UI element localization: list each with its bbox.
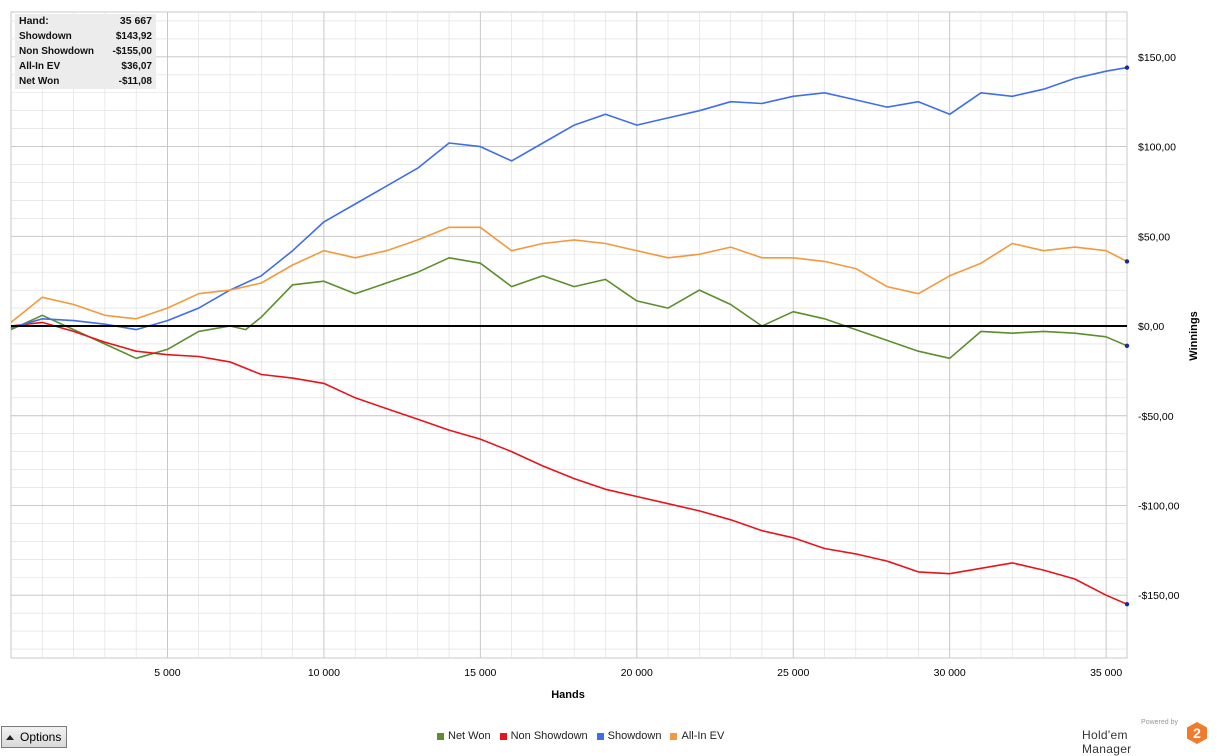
series-line-showdown bbox=[10, 66, 1128, 331]
summary-row-showdown: Showdown $143,92 bbox=[15, 29, 156, 44]
x-tick-label: 30 000 bbox=[934, 667, 966, 679]
bottom-bar: Options Net Won Non Showdown Showdown Al… bbox=[0, 719, 1219, 756]
x-tick-label: 25 000 bbox=[777, 667, 809, 679]
summary-label: Non Showdown bbox=[19, 46, 94, 57]
series-line-non-showdown bbox=[10, 321, 1128, 605]
options-label: Options bbox=[20, 730, 62, 744]
legend-label: All-In EV bbox=[681, 730, 725, 742]
logo-number: 2 bbox=[1193, 725, 1201, 741]
summary-value: $36,07 bbox=[121, 61, 152, 72]
summary-value: 35 667 bbox=[119, 15, 152, 27]
legend: Net Won Non Showdown Showdown All-In EV bbox=[437, 730, 733, 742]
triangle-up-icon bbox=[6, 734, 14, 740]
x-tick-label: 5 000 bbox=[154, 667, 180, 679]
options-button[interactable]: Options bbox=[1, 726, 67, 748]
summary-label: Hand: bbox=[19, 15, 49, 27]
grid bbox=[11, 12, 1127, 658]
y-tick-label: -$150,00 bbox=[1138, 590, 1180, 602]
x-tick-label: 20 000 bbox=[621, 667, 653, 679]
summary-row-net-won: Net Won -$11,08 bbox=[15, 74, 156, 89]
holdem-manager-logo-icon: 2 bbox=[1187, 722, 1207, 744]
legend-item-non-showdown[interactable]: Non Showdown bbox=[499, 730, 588, 742]
summary-value: $143,92 bbox=[115, 31, 152, 42]
series-end-point bbox=[1124, 259, 1130, 264]
summary-label: Showdown bbox=[19, 31, 72, 42]
x-tick-label: 35 000 bbox=[1090, 667, 1122, 679]
x-tick-label: 15 000 bbox=[464, 667, 496, 679]
series-line-all-in-ev bbox=[10, 226, 1128, 324]
series-end-point bbox=[1124, 343, 1130, 348]
summary-label: Net Won bbox=[19, 76, 60, 87]
y-axis-label: Winnings bbox=[1188, 311, 1200, 360]
summary-row-hand: Hand: 35 667 bbox=[15, 14, 156, 29]
legend-swatch bbox=[670, 732, 678, 740]
powered-by-text: Powered by bbox=[1141, 719, 1178, 726]
summary-row-non-showdown: Non Showdown -$155,00 bbox=[15, 44, 156, 59]
y-tick-label: $100,00 bbox=[1138, 142, 1176, 154]
legend-label: Showdown bbox=[607, 730, 662, 742]
series-end-point bbox=[1124, 65, 1130, 70]
legend-item-all-in-ev[interactable]: All-In EV bbox=[670, 730, 724, 742]
legend-swatch bbox=[596, 732, 604, 740]
y-axis-ticks: $150,00 $100,00 $50,00 $0,00 -$50,00 -$100,00… bbox=[1138, 52, 1180, 602]
y-tick-label: -$100,00 bbox=[1138, 500, 1180, 512]
winnings-chart: $150,00 $100,00 $50,00 $0,00 -$50,00 -$100,00… bbox=[10, 11, 1200, 701]
brand-name: Hold'em Manager bbox=[1082, 728, 1132, 756]
legend-swatch bbox=[499, 732, 507, 740]
legend-item-net-won[interactable]: Net Won bbox=[437, 730, 491, 742]
series-line-net-won bbox=[10, 256, 1128, 360]
brand: Powered by Hold'em Manager 2 bbox=[1082, 719, 1212, 756]
x-tick-label: 10 000 bbox=[308, 667, 340, 679]
plot-area bbox=[10, 11, 1128, 659]
summary-panel: Hand: 35 667 Showdown $143,92 Non Showdo… bbox=[15, 14, 156, 89]
x-axis-label: Hands bbox=[551, 689, 585, 701]
legend-swatch bbox=[437, 732, 444, 740]
summary-value: -$11,08 bbox=[118, 76, 152, 87]
y-tick-label: $150,00 bbox=[1138, 52, 1176, 64]
legend-item-showdown[interactable]: Showdown bbox=[596, 730, 662, 742]
y-tick-label: -$50,00 bbox=[1138, 411, 1174, 423]
y-tick-label: $50,00 bbox=[1138, 231, 1170, 243]
summary-row-all-in-ev: All-In EV $36,07 bbox=[15, 59, 156, 74]
series-layer bbox=[10, 65, 1130, 607]
x-axis-ticks: 5 000 10 000 15 000 20 000 25 000 30 000 35 00… bbox=[154, 667, 1122, 679]
summary-value: -$155,00 bbox=[112, 46, 152, 57]
y-tick-label: $0,00 bbox=[1138, 321, 1164, 333]
summary-label: All-In EV bbox=[19, 61, 61, 72]
legend-label: Non Showdown bbox=[510, 730, 588, 742]
series-end-point bbox=[1124, 601, 1130, 607]
legend-label: Net Won bbox=[448, 730, 491, 742]
